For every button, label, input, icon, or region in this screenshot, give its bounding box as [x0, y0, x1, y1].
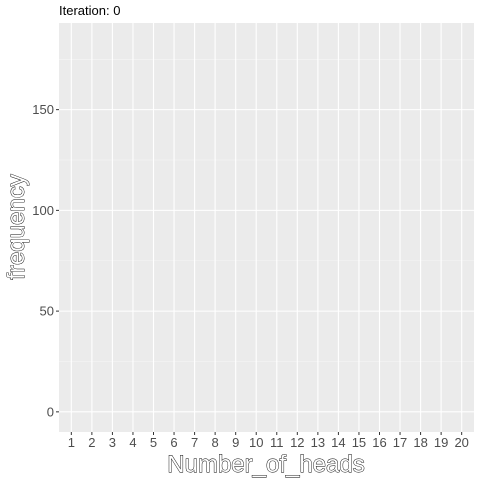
- y-tick-label: 50: [40, 304, 54, 319]
- x-tick-label: 18: [413, 435, 427, 450]
- y-axis: 0 50 100 150: [32, 102, 59, 419]
- x-tick-label: 1: [68, 435, 75, 450]
- x-tick-label: 12: [290, 435, 304, 450]
- x-tick-label: 9: [232, 435, 239, 450]
- chart-title: Iteration: 0: [59, 3, 120, 18]
- x-tick-label: 4: [129, 435, 136, 450]
- x-tick-label: 14: [331, 435, 345, 450]
- x-tick-label: 13: [311, 435, 325, 450]
- x-tick-label: 8: [212, 435, 219, 450]
- y-tick-label: 100: [32, 203, 54, 218]
- x-tick-label: 19: [434, 435, 448, 450]
- x-tick-label: 2: [88, 435, 95, 450]
- x-tick-label: 20: [454, 435, 468, 450]
- x-tick-label: 11: [270, 435, 284, 450]
- x-tick-label: 6: [170, 435, 177, 450]
- x-tick-label: 17: [393, 435, 407, 450]
- grid-lines: [59, 23, 474, 432]
- x-axis-title: Number_of_heads: [167, 451, 364, 478]
- x-tick-label: 7: [191, 435, 198, 450]
- plot-panel: [59, 23, 474, 432]
- y-tick-label: 150: [32, 102, 54, 117]
- y-axis-title: frequency: [3, 174, 30, 279]
- x-axis: 1 2 3 4 5 6 7 8 9 10 11 12 13 14 15 16 17 18 19 20: [68, 432, 469, 450]
- x-tick-label: 10: [249, 435, 263, 450]
- y-tick-label: 0: [47, 404, 54, 419]
- x-tick-label: 15: [352, 435, 366, 450]
- x-tick-label: 5: [150, 435, 157, 450]
- x-tick-label: 16: [372, 435, 386, 450]
- x-tick-label: 3: [109, 435, 116, 450]
